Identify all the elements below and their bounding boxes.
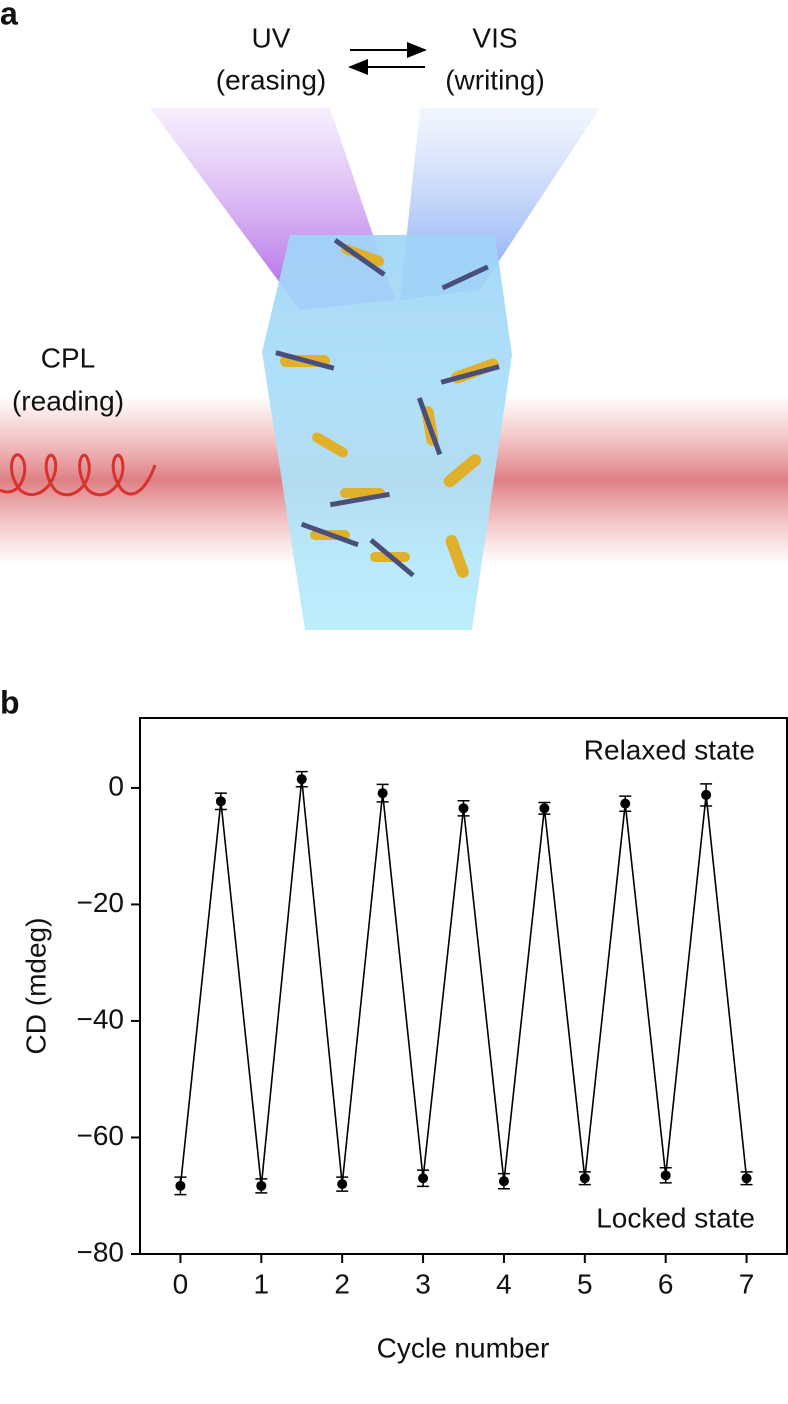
annotation: Relaxed state [584, 734, 755, 765]
annotation: Locked state [596, 1202, 755, 1233]
cpl-note: (reading) [12, 385, 124, 416]
rods [275, 238, 500, 578]
sample-cube [262, 235, 512, 630]
x-tick-label: 0 [173, 1268, 189, 1299]
data-point [418, 1173, 429, 1184]
data-point [296, 774, 307, 785]
data-point [458, 803, 469, 814]
uv-label: UV [252, 22, 291, 53]
x-tick-label: 6 [658, 1268, 674, 1299]
data-point [377, 788, 388, 799]
uv-note: (erasing) [216, 64, 326, 95]
plot-frame [139, 717, 788, 1255]
data-point [701, 789, 712, 800]
data-point [215, 796, 226, 807]
y-tick-label: 0 [108, 770, 124, 801]
vis-note: (writing) [445, 64, 545, 95]
y-axis-title: CD (mdeg) [20, 918, 51, 1055]
data-point [660, 1170, 671, 1181]
x-tick-label: 4 [496, 1268, 512, 1299]
x-tick-label: 5 [577, 1268, 593, 1299]
y-tick-label: −40 [77, 1003, 125, 1034]
data-point [256, 1180, 267, 1191]
x-tick-label: 3 [415, 1268, 431, 1299]
data-line [179, 779, 748, 1186]
helix [0, 453, 157, 497]
data-point [539, 803, 550, 814]
x-tick-label: 2 [334, 1268, 350, 1299]
x-axis-title: Cycle number [377, 1332, 550, 1363]
cpl-label: CPL [41, 342, 95, 373]
data-point [579, 1173, 590, 1184]
y-tick-label: −80 [77, 1236, 125, 1267]
y-tick-label: −20 [77, 887, 125, 918]
data-point [337, 1179, 348, 1190]
data-point [175, 1180, 186, 1191]
data-point [741, 1173, 752, 1184]
x-tick-label: 7 [739, 1268, 755, 1299]
data-point [620, 798, 631, 809]
data-point [498, 1176, 509, 1187]
y-tick-label: −60 [77, 1120, 125, 1151]
panel-label: a [0, 0, 18, 31]
panel-label: b [0, 684, 20, 720]
vis-label: VIS [472, 22, 517, 53]
x-tick-label: 1 [254, 1268, 270, 1299]
